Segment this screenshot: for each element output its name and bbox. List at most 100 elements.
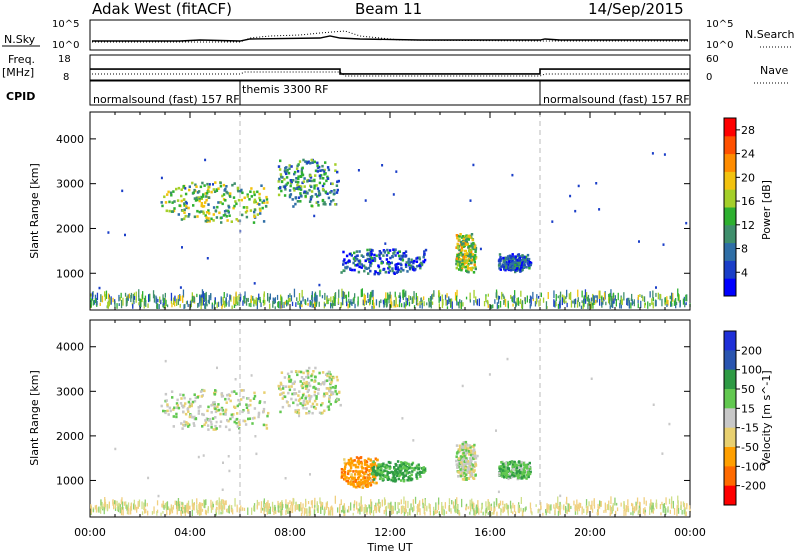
echo-cell (357, 481, 361, 485)
echo-cell (405, 297, 407, 301)
echo-cell (314, 174, 317, 177)
echo-cell (415, 477, 419, 480)
echo-cell (282, 391, 285, 395)
echo-cell (476, 454, 479, 458)
echo-cell (348, 298, 350, 303)
echo-cell (307, 376, 310, 379)
echo-cell (367, 473, 370, 477)
echo-cell (223, 292, 225, 299)
echo-cell (507, 477, 510, 481)
echo-cell (296, 403, 299, 407)
echo-cell (279, 410, 282, 414)
echo-cell (214, 389, 217, 392)
echo-cell (362, 484, 365, 488)
echo-cell (465, 504, 467, 511)
echo-cell (185, 202, 188, 205)
echo-cell (502, 264, 505, 267)
echo-cell (191, 416, 194, 419)
echo-cell (340, 471, 344, 474)
echo-cell (220, 499, 223, 504)
echo-cell (188, 415, 192, 419)
echo-cell (392, 479, 395, 483)
echo-cell (301, 181, 304, 185)
echo-cell (322, 177, 325, 180)
echo-cell (258, 207, 262, 211)
power-colorbar-tick-label: 4 (741, 266, 748, 279)
echo-cell (395, 474, 399, 477)
echo-cell (242, 300, 244, 306)
echo-cell (187, 303, 189, 307)
echo-cell (274, 306, 276, 310)
echo-cell (467, 477, 471, 480)
echo-cell (220, 221, 223, 224)
echo-cell (295, 501, 297, 510)
echo-cell (290, 180, 293, 184)
echo-cell (307, 381, 311, 385)
echo-cell (285, 299, 288, 305)
echo-cell (387, 460, 391, 464)
echo-cell (190, 299, 192, 307)
echo-cell (345, 479, 348, 483)
echo-cell (410, 473, 413, 476)
echo-cell (291, 198, 294, 201)
echo-cell (347, 259, 351, 262)
echo-cell (382, 254, 385, 257)
echo-cell (318, 411, 321, 414)
echo-cell (233, 390, 236, 393)
echo-cell (162, 409, 165, 413)
echo-cell (626, 505, 628, 513)
echo-cell (160, 201, 163, 204)
echo-cell (517, 474, 521, 477)
beam-title: Beam 11 (355, 0, 422, 18)
echo-cell (511, 465, 514, 469)
echo-cell (378, 271, 382, 275)
echo-cell (181, 502, 183, 512)
echo-cell (677, 507, 680, 514)
echo-cell (296, 170, 300, 173)
echo-cell (458, 238, 461, 241)
echo-cell (304, 387, 308, 390)
echo-cell (469, 299, 471, 303)
echo-cell (310, 158, 313, 162)
echo-cell (306, 373, 310, 377)
echo-cell (613, 298, 615, 303)
echo-cell (208, 212, 211, 215)
echo-cell (375, 506, 378, 513)
echo-cell (224, 410, 227, 413)
echo-cell (524, 258, 527, 262)
echo-cell (416, 299, 418, 305)
echo-cell (310, 395, 313, 398)
echo-cell (502, 293, 504, 297)
echo-cell (305, 501, 307, 506)
echo-cell (352, 480, 355, 484)
echo-cell (363, 269, 366, 273)
echo-cell (291, 501, 293, 506)
echo-cell (419, 475, 422, 478)
freq-label: Freq. (8, 53, 35, 66)
echo-cell (558, 508, 561, 513)
echo-cell (290, 295, 293, 302)
echo-cell (500, 265, 503, 268)
echo-cell (351, 301, 353, 306)
echo-cell (300, 396, 304, 400)
echo-cell (232, 206, 235, 210)
echo-cell (504, 298, 507, 307)
echo-cell (592, 303, 594, 309)
echo-cell (344, 465, 347, 469)
echo-cell (212, 183, 214, 186)
echo-cell (454, 499, 457, 508)
echo-cell (455, 455, 458, 458)
echo-cell (180, 295, 182, 301)
echo-cell (122, 297, 124, 306)
echo-cell (354, 303, 356, 309)
echo-cell (509, 268, 513, 272)
echo-cell (330, 182, 333, 185)
echo-cell (352, 512, 354, 516)
echo-cell (168, 506, 170, 511)
echo-cell (164, 392, 168, 396)
echo-cell (379, 476, 383, 479)
echo-cell (535, 298, 538, 305)
echo-cell (184, 205, 188, 208)
echo-cell (504, 474, 507, 477)
